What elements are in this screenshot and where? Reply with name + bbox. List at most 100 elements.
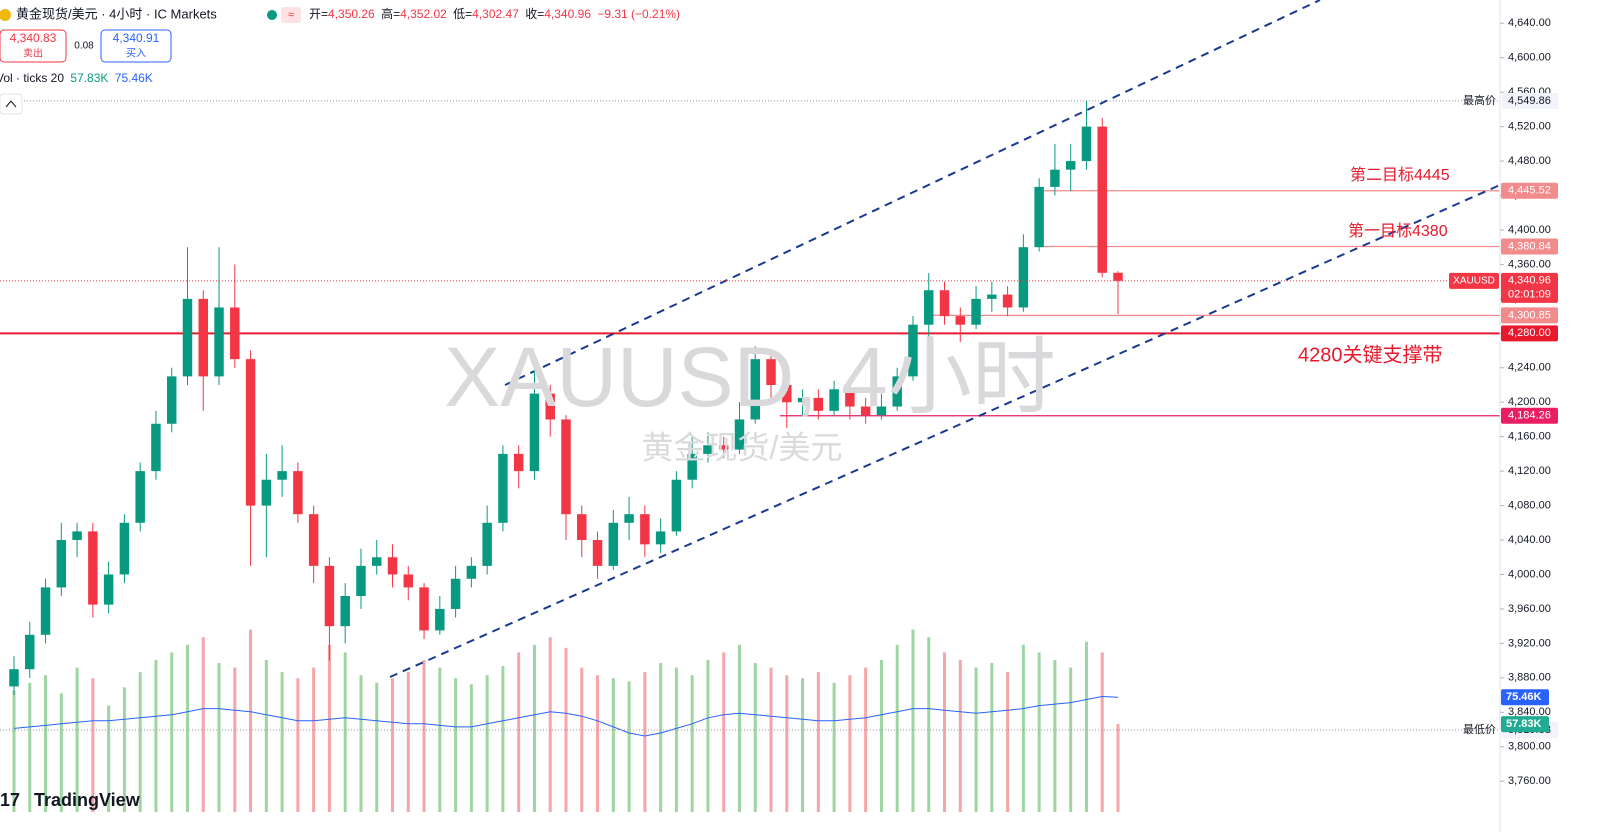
volume-bar [801, 678, 805, 812]
volume-bar [879, 660, 883, 812]
volume-bar [1053, 660, 1057, 812]
volume-bar [769, 667, 773, 812]
volume-bar [690, 675, 694, 812]
candle-body [703, 445, 713, 454]
volume-bar [706, 660, 710, 812]
watermark: XAUUSD, 4小时 [444, 330, 1055, 424]
volume-bar [958, 660, 962, 812]
candle-body [1034, 186, 1044, 248]
trend-line [389, 184, 1501, 678]
buy-label: 买入 [126, 48, 146, 60]
y-tick-label: 4,120.00 [1508, 465, 1551, 477]
level-tag-label: 4,280.00 [1508, 327, 1551, 339]
volume-bar [438, 667, 442, 812]
branding: TradingView [34, 790, 141, 810]
volume-bar [138, 672, 142, 812]
candle-body [245, 359, 256, 506]
volume-bar [217, 663, 221, 812]
volume-bar [469, 684, 473, 812]
candle-body [1081, 126, 1092, 162]
volume-ma [13, 695, 1119, 737]
candle-body [545, 393, 555, 420]
candle-body [592, 540, 603, 566]
candle-body [119, 522, 130, 575]
volume-bar [974, 667, 978, 812]
volume-bar [1084, 641, 1088, 812]
candle-body [987, 294, 997, 299]
candle-body [577, 514, 587, 541]
volume-bar [280, 672, 284, 812]
candle-body [829, 389, 839, 411]
volume-tag-label: 75.46K [1506, 691, 1542, 703]
candle-body [608, 522, 619, 566]
high-label: 高= [381, 6, 400, 21]
candle-body [687, 453, 697, 480]
y-tick-label: 4,080.00 [1508, 499, 1551, 511]
volume-bar [12, 690, 16, 812]
candle-body [655, 531, 666, 545]
status-badge [281, 7, 301, 23]
level-tag-label: 4,445.52 [1508, 185, 1551, 197]
candle-body [198, 298, 208, 377]
candle-body [40, 587, 51, 635]
level-tag [1501, 407, 1558, 424]
y-tick-label: 3,800.00 [1508, 741, 1551, 753]
status-dot [267, 10, 277, 20]
watermark-sub: 黄金现货/美元 [642, 429, 843, 465]
volume-bar [170, 652, 174, 812]
volume-name: Vol · ticks 20 [0, 71, 64, 85]
status-icon: ≈ [288, 9, 294, 21]
volume-bar [643, 672, 647, 812]
extreme-tag [1502, 92, 1558, 109]
volume-bar [122, 687, 126, 812]
candle-body [766, 359, 776, 385]
volume-bar [927, 637, 931, 812]
y-tick-label: 4,400.00 [1508, 224, 1551, 236]
volume-ma-last: 75.46K [115, 71, 153, 85]
candle-body [908, 324, 918, 377]
volume-bar [359, 675, 363, 812]
candle-body [340, 596, 350, 627]
level-tag [1501, 182, 1558, 199]
volume-bar [501, 666, 505, 812]
symbol[interactable]: 黄金现货/美元 · 4小时 · IC Markets [16, 6, 217, 21]
volume-bar [864, 667, 868, 812]
volume-bar [406, 672, 410, 812]
collapse-button[interactable] [0, 93, 23, 115]
candle-body [372, 557, 382, 566]
volume-bar [532, 644, 536, 812]
volume-bar [674, 667, 678, 812]
candle-body [513, 453, 524, 472]
candle-body [797, 397, 808, 403]
volume-bar [627, 681, 631, 812]
sell-label: 卖出 [23, 47, 43, 60]
low-label: 低= [453, 7, 472, 21]
volume-bar [1100, 652, 1104, 812]
volume-bar [154, 660, 158, 812]
y-tick-label: 4,000.00 [1508, 568, 1551, 580]
low: 4,302.47 [472, 7, 519, 21]
candle-body [1065, 161, 1076, 170]
level-annotation: 4280关键支撑带 [1298, 343, 1443, 366]
candle-body [166, 376, 177, 424]
volume-bar [1116, 724, 1120, 812]
candle-body [892, 376, 902, 407]
extreme-value: 4,549.86 [1508, 95, 1551, 107]
volume-last: 57.83K [70, 71, 108, 85]
y-tick-label: 4,640.00 [1508, 17, 1551, 29]
volume-bar [185, 644, 189, 812]
price-tag-label: 4,340.96 [1508, 275, 1551, 287]
candle-body [1018, 247, 1029, 308]
level-annotation: 第一目标4380 [1348, 222, 1448, 240]
candle-body [561, 419, 571, 515]
buy-price: 4,340.91 [113, 31, 160, 45]
candle-body [529, 393, 540, 472]
close: 4,340.96 [544, 7, 591, 21]
candle-body [56, 540, 67, 588]
countdown: 02:01:09 [1508, 289, 1551, 301]
y-tick-label: 3,760.00 [1508, 775, 1551, 787]
price-tag [1501, 272, 1558, 303]
sell-button[interactable] [0, 29, 67, 63]
buy-button[interactable] [100, 29, 172, 63]
volume-bar [548, 637, 552, 812]
